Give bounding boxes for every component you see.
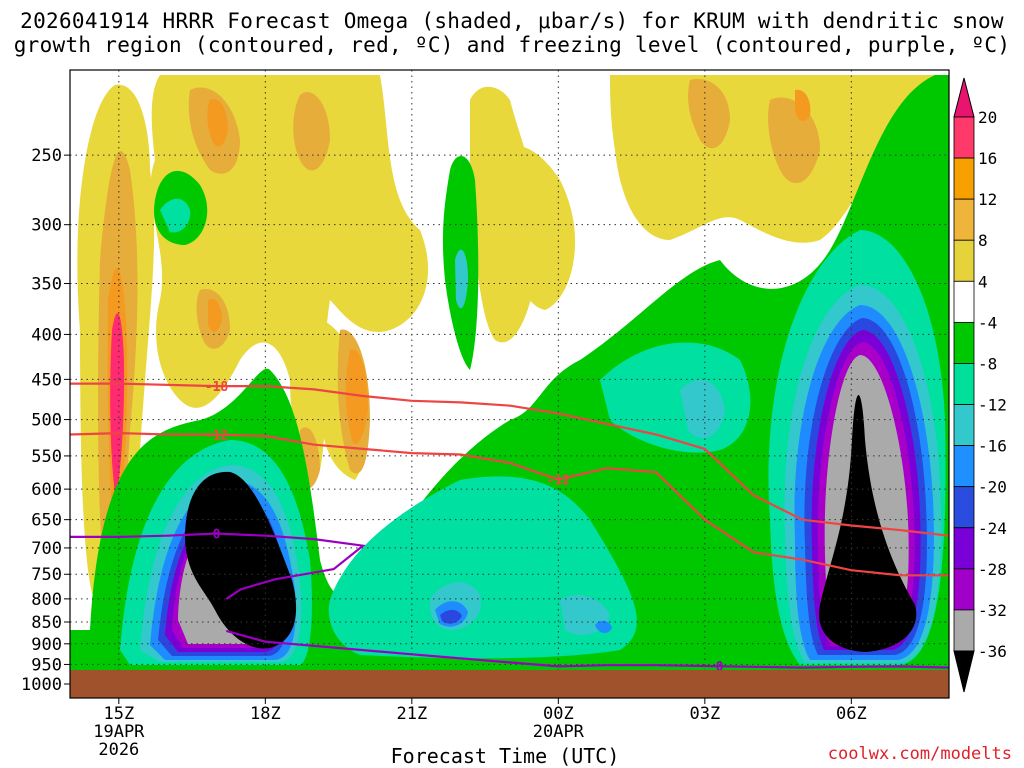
credit-text: coolwx.com/modelts [827, 744, 1012, 764]
y-tick-label: 800 [31, 590, 62, 610]
colorbar-swatch [953, 609, 975, 652]
x-tick-date: 19APR [93, 722, 145, 742]
plot-frame [69, 69, 950, 699]
contour-line [70, 382, 949, 537]
contour-label: -18 [205, 380, 229, 395]
y-tick-label: 300 [31, 216, 62, 236]
surface-band [70, 670, 949, 698]
x-tick-date: 20APR [533, 722, 585, 742]
y-tick-label: 1000 [21, 675, 62, 695]
y-tick-label: 350 [31, 274, 62, 294]
colorbar-label: -8 [978, 354, 997, 373]
grid [70, 70, 949, 670]
colorbar-swatch [953, 321, 975, 364]
colorbar-swatch [953, 280, 975, 323]
y-tick-label: 850 [31, 613, 62, 633]
y-tick-label: 600 [31, 480, 62, 500]
colorbar-swatch [953, 116, 975, 159]
chart-title-line1: 2026041914 HRRR Forecast Omega (shaded, … [20, 9, 1004, 33]
colorbar-swatch [953, 404, 975, 447]
x-tick-label: 03Z [689, 704, 720, 724]
colorbar-label: -12 [978, 396, 1007, 415]
contour-label: 0 [213, 527, 221, 542]
contour-label: -12 [547, 473, 570, 488]
colorbar-label: 16 [978, 149, 997, 168]
colorbar: 20 16 12 8 4 -4 -8 -12 -16 -20 -24 -28 -32 -36 [953, 77, 1007, 693]
colorbar-label: 12 [978, 190, 997, 209]
contour-label: 0 [716, 660, 724, 675]
y-tick-label: 650 [31, 511, 62, 531]
colorbar-label: 8 [978, 231, 988, 250]
y-axis: 2503003504004505005506006507007508008509… [21, 146, 70, 695]
x-tick-label: 00Z [543, 704, 574, 724]
y-tick-label: 900 [31, 635, 62, 655]
omega-shading [70, 75, 949, 670]
contour-line [226, 629, 949, 669]
contour-line [70, 431, 949, 577]
x-tick-label: 15Z [103, 704, 134, 724]
colorbar-label: 4 [978, 272, 988, 291]
colorbar-bottom-arrow [953, 650, 975, 693]
y-tick-label: 550 [31, 447, 62, 467]
contour-line [70, 532, 366, 600]
colorbar-label: -28 [978, 560, 1007, 579]
colorbar-label: -24 [978, 519, 1007, 538]
colorbar-swatch [953, 363, 975, 405]
colorbar-label: -16 [978, 437, 1007, 456]
x-axis-label: Forecast Time (UTC) [390, 744, 620, 768]
colorbar-label: -36 [978, 642, 1007, 661]
y-tick-label: 400 [31, 325, 62, 345]
x-tick-label: 18Z [250, 704, 281, 724]
colorbar-top-arrow [953, 77, 975, 118]
colorbar-swatch [953, 198, 975, 241]
colorbar-swatch [953, 239, 975, 282]
colorbar-swatch [953, 527, 975, 570]
x-tick-label: 21Z [396, 704, 427, 724]
colorbar-label: 20 [978, 108, 997, 127]
colorbar-swatch [953, 486, 975, 529]
x-tick-label: 06Z [836, 704, 867, 724]
y-tick-label: 750 [31, 565, 62, 585]
colorbar-swatch [953, 568, 975, 611]
x-tick-year: 2026 [98, 740, 139, 760]
contour-lines: -18 -12 -12 0 0 [70, 380, 949, 675]
y-tick-label: 450 [31, 370, 62, 390]
y-tick-label: 700 [31, 539, 62, 559]
contour-label: -12 [205, 429, 228, 444]
y-tick-label: 950 [31, 655, 62, 675]
colorbar-label: -4 [978, 313, 997, 332]
y-tick-label: 500 [31, 411, 62, 431]
colorbar-label: -32 [978, 601, 1007, 620]
colorbar-swatch [953, 445, 975, 488]
colorbar-swatch [953, 157, 975, 200]
y-tick-label: 250 [31, 146, 62, 166]
colorbar-label: -20 [978, 478, 1007, 497]
chart-title-line2: growth region (contoured, red, ºC) and f… [13, 33, 1011, 57]
